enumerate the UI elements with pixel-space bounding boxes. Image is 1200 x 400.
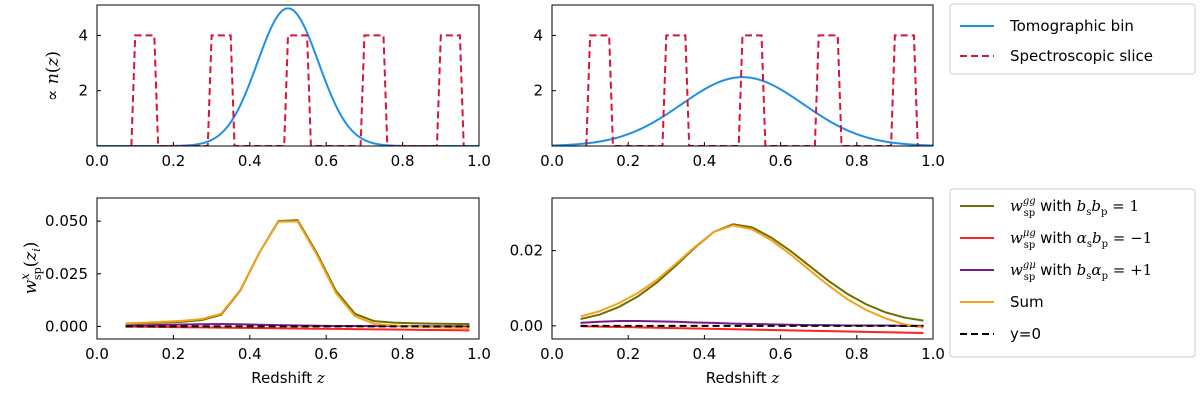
y-tick-label: 0.000 [45,317,88,335]
panel-bottom-right: 0.0 0.2 0.4 0.6 0.8 1.0 0.00 0.02 Redshift z [510,197,945,387]
legend-label: Tomographic bin [1009,17,1134,35]
series-tomographic-bin [552,76,933,146]
x-axis-label: Redshift z [251,369,325,387]
panel-top-right: 0.0 0.2 0.4 0.6 0.8 1.0 2 4 [533,4,945,170]
series-gg [125,219,470,326]
x-tick-label: 0.6 [769,152,793,170]
x-tick-label: 0.6 [769,345,793,363]
series-mug [580,325,924,334]
x-tick-label: 0.0 [85,152,109,170]
legend-top: Tomographic bin Spectroscopic slice [949,3,1196,75]
y-axis-label-bottom: wxsp(zi) [18,242,44,295]
x-tick-label: 0.6 [314,152,338,170]
x-axis-label: Redshift z [706,369,780,387]
x-tick-label: 0.4 [692,152,716,170]
x-tick-label: 1.0 [467,345,491,363]
x-tick-label: 0.2 [161,152,185,170]
y-tick-label: 0.025 [45,265,88,283]
x-tick-label: 0.8 [391,345,415,363]
series-tomographic-bin [97,7,479,146]
x-tick-label: 0.8 [845,345,869,363]
y-tick-label: 4 [78,26,88,44]
series-spectroscopic-slice [585,34,919,146]
y-tick-label: 4 [533,26,543,44]
x-tick-label: 0.2 [616,345,640,363]
series-spectroscopic-slice [130,34,465,146]
x-tick-label: 0.0 [540,345,564,363]
series-gg [580,223,924,322]
axes-frame [551,4,934,147]
legend-frame [949,188,1196,358]
x-tick-label: 0.8 [391,152,415,170]
y-tick-label: 2 [533,82,543,100]
legend-label: wgg sp with bsbp = 1 [1010,196,1139,219]
x-tick-label: 0.2 [616,152,640,170]
legend-label: wgμ sp with bsαp = +1 [1010,260,1152,283]
x-tick-label: 0.0 [85,345,109,363]
x-tick-label: 0.2 [161,345,185,363]
legend-frame [949,3,1196,75]
legend-label: wμg sp with αsbp = −1 [1010,228,1152,251]
x-tick-label: 1.0 [467,152,491,170]
axes-frame [551,197,934,340]
y-tick-label: 0.00 [510,317,543,335]
x-tick-label: 0.4 [238,152,262,170]
x-tick-label: 0.8 [845,152,869,170]
x-tick-label: 1.0 [921,345,945,363]
legend-label: Spectroscopic slice [1010,47,1153,65]
series-sum [580,224,924,329]
legend-label: y=0 [1010,325,1041,343]
y-tick-label: 0.02 [510,242,543,260]
y-tick-label: 0.050 [45,212,88,230]
x-tick-label: 0.4 [692,345,716,363]
x-tick-label: 0.4 [238,345,262,363]
series-sum [125,220,470,330]
x-tick-label: 0.0 [540,152,564,170]
axes-frame [96,197,480,340]
panel-top-left: 0.0 0.2 0.4 0.6 0.8 1.0 2 4 [78,4,491,170]
x-tick-label: 0.6 [314,345,338,363]
x-tick-label: 1.0 [921,152,945,170]
axes-frame [96,4,480,147]
series-gmu [580,319,924,327]
y-axis-label-top: ∝ n(z) [43,51,63,101]
legend-label: Sum [1010,293,1044,311]
legend-bottom: wgg sp with bsbp = 1 wμg sp with αsbp = −1 w… [949,188,1196,358]
y-tick-label: 2 [78,82,88,100]
panel-bottom-left: 0.0 0.2 0.4 0.6 0.8 1.0 0.000 0.025 0.050 Redshif… [45,197,491,387]
